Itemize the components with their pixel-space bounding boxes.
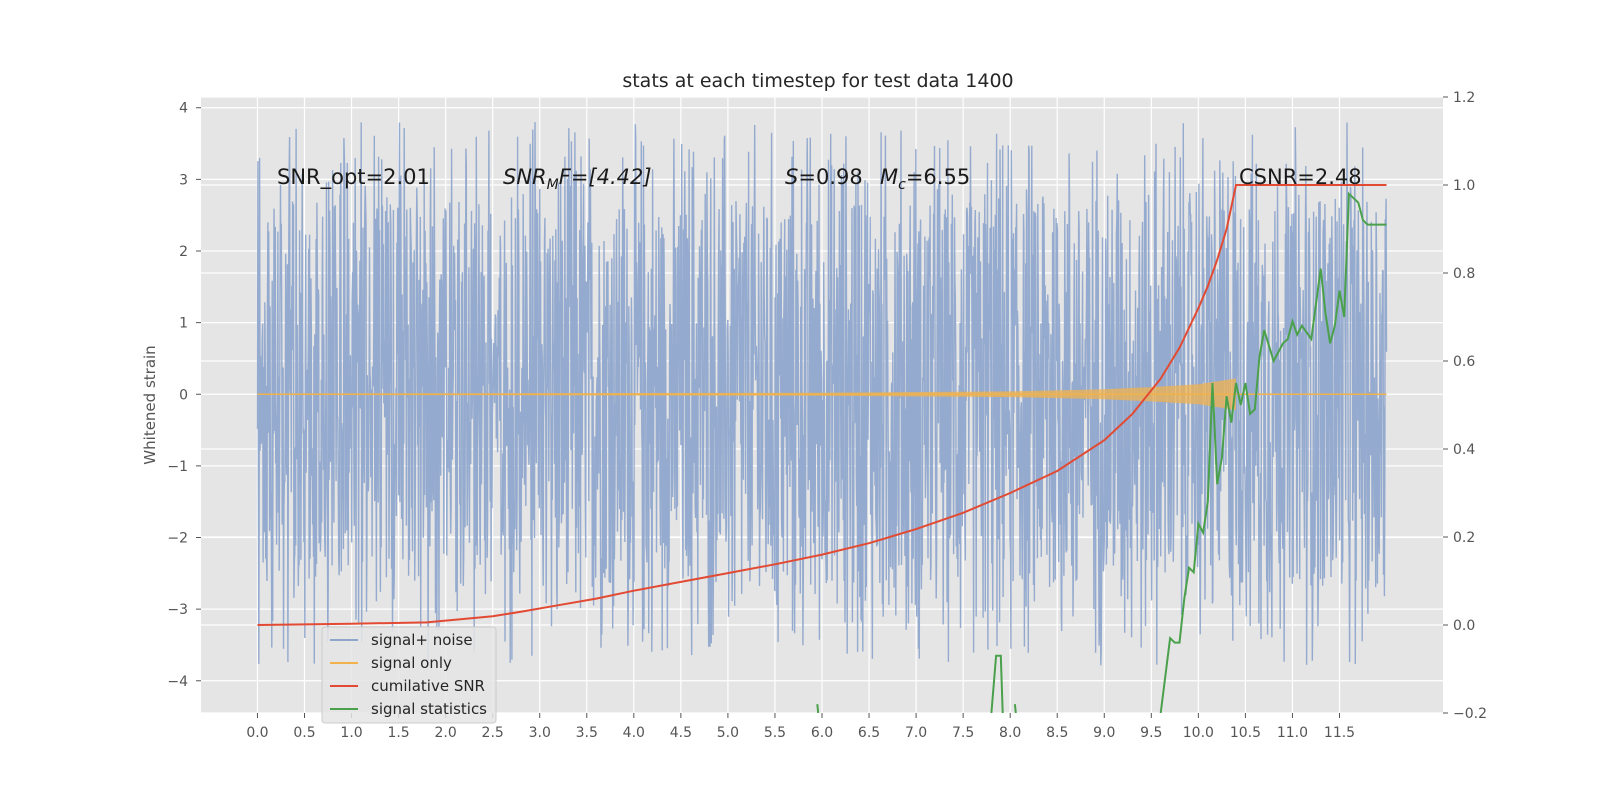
series-signal-only — [257, 378, 1387, 410]
y-axis-right: −0.2 0.0 0.2 0.4 0.6 0.8 1.0 1.2 — [1443, 90, 1487, 722]
x-tick-label-0: 0.0 — [246, 725, 268, 741]
x-tick-label-9: 4.5 — [670, 725, 692, 741]
annotation-snr-mf-main: SNR — [503, 165, 547, 189]
y-tick-label-7: 3 — [179, 172, 188, 188]
annotation-mc: Mc=6.55 — [880, 165, 970, 193]
x-tick-label-14: 7.0 — [905, 725, 927, 741]
annotation-s-rest: =0.98 — [798, 165, 862, 189]
y-tick-label-5: 1 — [179, 316, 188, 332]
y2-tick-label-7: 1.2 — [1453, 90, 1475, 106]
annotation-snr-mf: SNRMF=[4.42] — [503, 165, 652, 193]
annotation-mc-sub: c — [898, 177, 906, 193]
x-tick-label-20: 10.0 — [1183, 725, 1214, 741]
legend-label-cumulative-snr: cumilative SNR — [371, 677, 485, 695]
x-tick-label-8: 4.0 — [623, 725, 645, 741]
signal-statistics-segment-3 — [1159, 191, 1387, 713]
annotation-mc-main: M — [880, 165, 898, 189]
y-axis-left: −4 −3 −2 −1 0 1 2 3 4 — [167, 101, 201, 690]
x-tick-label-6: 3.0 — [529, 725, 551, 741]
x-tick-label-21: 10.5 — [1230, 725, 1261, 741]
x-tick-label-12: 6.0 — [811, 725, 833, 741]
x-tick-label-4: 2.0 — [435, 725, 457, 741]
x-tick-label-11: 5.5 — [764, 725, 786, 741]
y2-tick-label-3: 0.4 — [1453, 442, 1475, 458]
y-tick-label-0: −4 — [167, 674, 188, 690]
y2-tick-label-2: 0.2 — [1453, 530, 1475, 546]
y2-tick-label-6: 1.0 — [1453, 178, 1475, 194]
y2-tick-label-0: −0.2 — [1453, 706, 1487, 722]
cumulative-snr-line — [257, 184, 1387, 626]
x-tick-label-13: 6.5 — [858, 725, 880, 741]
y-tick-label-3: −1 — [167, 459, 188, 475]
x-tick-label-18: 9.0 — [1093, 725, 1115, 741]
x-tick-label-22: 11.0 — [1277, 725, 1308, 741]
series-cumulative-snr — [257, 184, 1387, 626]
x-tick-label-15: 7.5 — [952, 725, 974, 741]
x-tick-label-10: 5.0 — [717, 725, 739, 741]
x-tick-label-5: 2.5 — [482, 725, 504, 741]
x-tick-label-3: 1.5 — [387, 725, 409, 741]
signal-statistics-segment-2 — [1013, 704, 1017, 713]
annotation-snr-mf-rest: F=[4.42] — [559, 165, 652, 189]
annotation-snr-mf-sub: M — [547, 177, 559, 193]
chart-title: stats at each timestep for test data 140… — [622, 70, 1013, 92]
y-tick-label-1: −3 — [167, 602, 188, 618]
x-tick-label-17: 8.5 — [1046, 725, 1068, 741]
signal-statistics-segment-0 — [816, 704, 820, 713]
y2-tick-label-4: 0.6 — [1453, 354, 1475, 370]
legend-box — [321, 626, 497, 724]
y-axis-label: Whitened strain — [141, 345, 159, 464]
legend-label-signal-only: signal only — [371, 654, 452, 672]
annotation-mc-rest: =6.55 — [906, 165, 970, 189]
x-tick-label-7: 3.5 — [576, 725, 598, 741]
annotation-s-main: S — [785, 165, 798, 189]
annotation-s: S=0.98 — [785, 165, 863, 189]
y-tick-label-8: 4 — [179, 101, 188, 117]
x-tick-label-23: 11.5 — [1324, 725, 1355, 741]
y-tick-label-2: −2 — [167, 531, 188, 547]
x-axis: 0.0 0.5 1.0 1.5 2.0 2.5 3.0 3.5 4.0 4.5 5.0 5.5 6.0 6… — [246, 713, 1355, 741]
y2-tick-label-5: 0.8 — [1453, 266, 1475, 282]
x-tick-label-19: 9.5 — [1140, 725, 1162, 741]
y-tick-label-6: 2 — [179, 244, 188, 260]
legend-label-signal-noise: signal+ noise — [371, 631, 473, 649]
x-tick-label-2: 1.0 — [340, 725, 362, 741]
x-tick-label-16: 8.0 — [999, 725, 1021, 741]
y-tick-label-4: 0 — [179, 387, 188, 403]
signal-noise-line — [256, 122, 1388, 666]
series-signal-statistics — [816, 191, 1387, 713]
legend: signal+ noise signal only cumilative SNR… — [321, 626, 497, 724]
x-tick-label-1: 0.5 — [293, 725, 315, 741]
y2-tick-label-1: 0.0 — [1453, 618, 1475, 634]
annotations: SNR_opt=2.01 SNRMF=[4.42] S=0.98 Mc=6.55… — [277, 165, 1362, 193]
series-signal-noise — [256, 122, 1388, 666]
legend-label-signal-statistics: signal statistics — [371, 700, 487, 718]
annotation-snr-opt: SNR_opt=2.01 — [277, 165, 430, 190]
annotation-csnr: CSNR=2.48 — [1239, 165, 1362, 189]
signal-statistics-segment-1 — [990, 654, 1004, 713]
